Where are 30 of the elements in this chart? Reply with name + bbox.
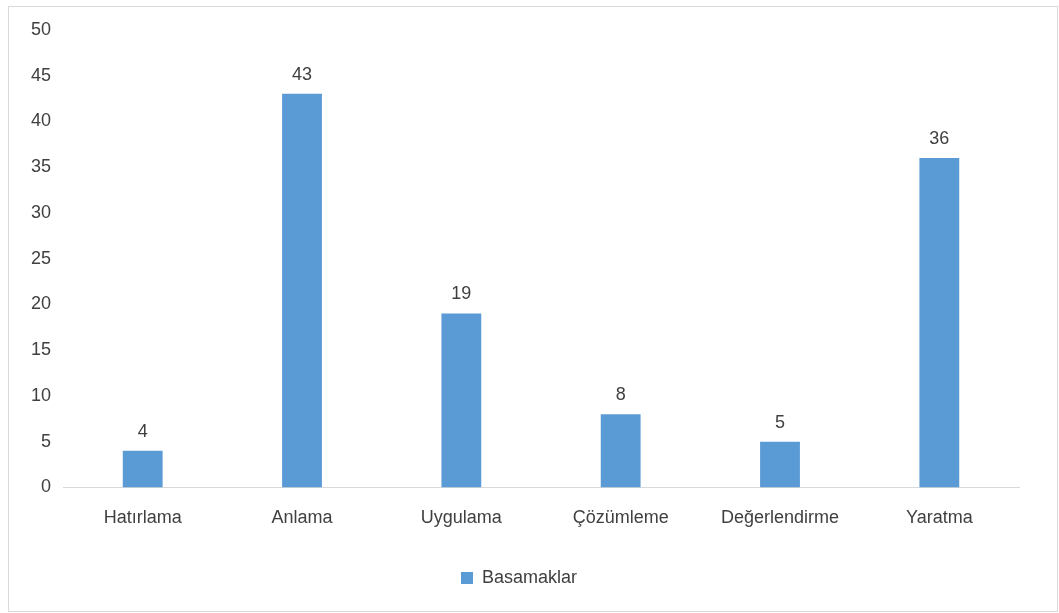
bar	[600, 414, 641, 488]
y-tick-label: 30	[30, 201, 52, 222]
y-tick-label: 15	[30, 339, 52, 360]
bar	[760, 441, 800, 488]
y-tick-label: 10	[30, 384, 52, 405]
bar	[919, 157, 960, 488]
data-label: 4	[137, 420, 148, 441]
bar	[441, 313, 482, 488]
y-tick-label: 40	[30, 110, 52, 131]
x-tick-label: Değerlendirme	[720, 507, 840, 528]
y-tick-label: 25	[30, 247, 52, 268]
x-tick-label: Anlama	[271, 507, 334, 528]
x-tick-label: Çözümleme	[572, 507, 669, 528]
bar	[282, 93, 322, 488]
legend-label: Basamaklar	[481, 566, 578, 587]
data-label: 19	[451, 283, 472, 304]
y-tick-label: 35	[30, 156, 52, 177]
data-label: 43	[292, 63, 313, 84]
data-label: 8	[615, 384, 626, 405]
x-tick-label: Hatırlama	[103, 507, 183, 528]
y-tick-label: 20	[30, 293, 52, 314]
y-tick-label: 50	[30, 18, 52, 39]
data-label: 5	[775, 411, 786, 432]
y-tick-label: 45	[30, 64, 52, 85]
x-tick-label: Yaratma	[905, 507, 974, 528]
x-tick-label: Uygulama	[420, 507, 503, 528]
y-tick-label: 5	[41, 430, 52, 451]
bar	[122, 450, 163, 488]
y-tick-label: 0	[41, 476, 52, 497]
data-label: 36	[929, 127, 950, 148]
